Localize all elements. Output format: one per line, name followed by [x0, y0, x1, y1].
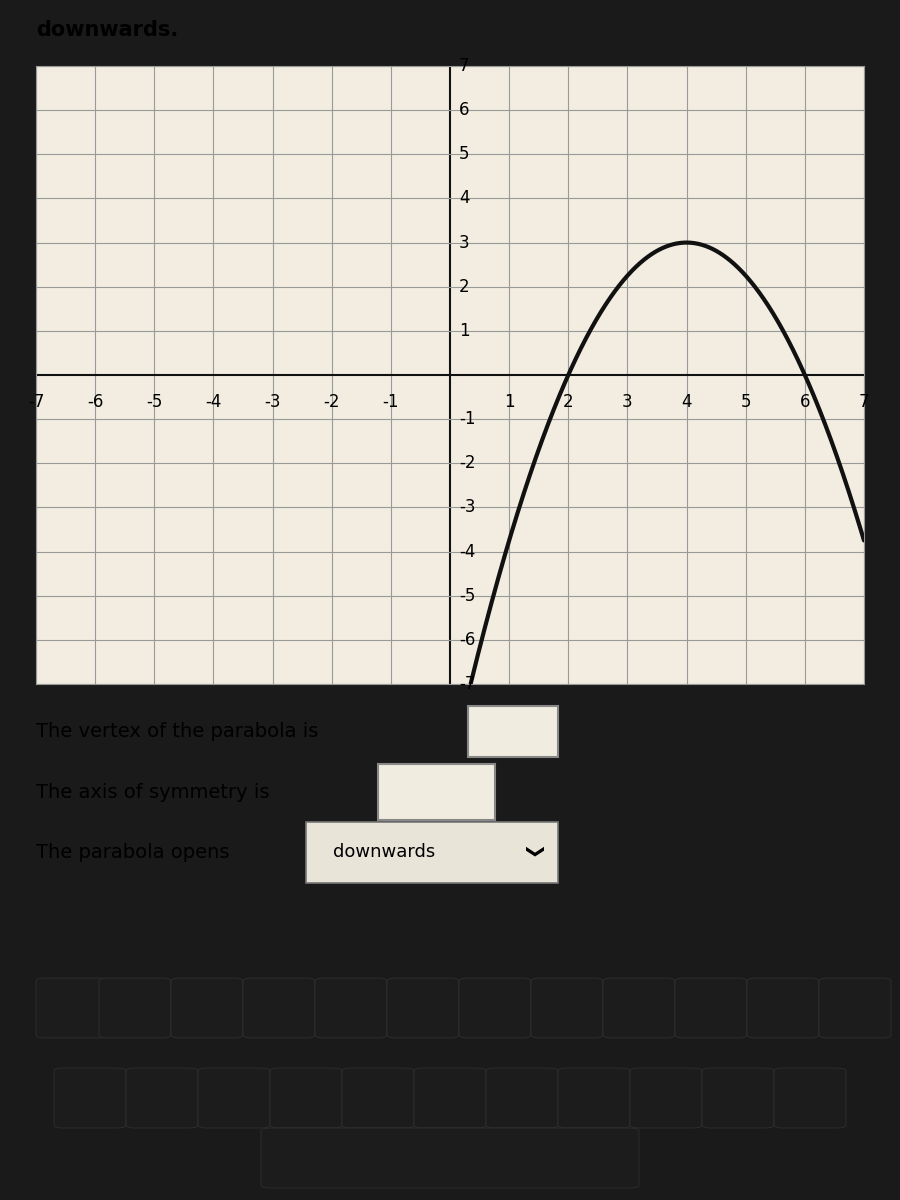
- Text: -3: -3: [265, 392, 281, 410]
- Text: 4: 4: [681, 392, 692, 410]
- Text: The axis of symmetry is: The axis of symmetry is: [36, 782, 269, 802]
- Text: The vertex of the parabola is: The vertex of the parabola is: [36, 722, 319, 742]
- Text: -5: -5: [459, 587, 475, 605]
- Text: 3: 3: [459, 234, 470, 252]
- Text: downwards: downwards: [333, 844, 436, 862]
- Text: -4: -4: [459, 542, 475, 560]
- Text: -1: -1: [459, 410, 475, 428]
- FancyBboxPatch shape: [306, 822, 558, 883]
- FancyBboxPatch shape: [387, 978, 459, 1038]
- FancyBboxPatch shape: [99, 978, 171, 1038]
- FancyBboxPatch shape: [630, 1068, 702, 1128]
- FancyBboxPatch shape: [819, 978, 891, 1038]
- Text: 1: 1: [504, 392, 515, 410]
- FancyBboxPatch shape: [54, 1068, 126, 1128]
- FancyBboxPatch shape: [198, 1068, 270, 1128]
- FancyBboxPatch shape: [468, 706, 558, 757]
- Text: 3: 3: [622, 392, 633, 410]
- Text: 4: 4: [459, 190, 470, 208]
- Text: downwards.: downwards.: [36, 19, 178, 40]
- FancyBboxPatch shape: [702, 1068, 774, 1128]
- Text: -4: -4: [205, 392, 221, 410]
- Text: -7: -7: [459, 674, 475, 692]
- Text: -3: -3: [459, 498, 475, 516]
- Text: 7: 7: [459, 56, 470, 74]
- FancyBboxPatch shape: [486, 1068, 558, 1128]
- FancyBboxPatch shape: [531, 978, 603, 1038]
- FancyBboxPatch shape: [315, 978, 387, 1038]
- Text: -6: -6: [459, 631, 475, 649]
- Text: 2: 2: [459, 277, 470, 295]
- Text: 7: 7: [859, 392, 869, 410]
- FancyBboxPatch shape: [243, 978, 315, 1038]
- Text: The parabola opens: The parabola opens: [36, 842, 230, 862]
- FancyBboxPatch shape: [558, 1068, 630, 1128]
- FancyBboxPatch shape: [342, 1068, 414, 1128]
- Text: 2: 2: [563, 392, 573, 410]
- Text: 1: 1: [459, 322, 470, 340]
- Text: 6: 6: [459, 101, 470, 119]
- FancyBboxPatch shape: [270, 1068, 342, 1128]
- FancyBboxPatch shape: [675, 978, 747, 1038]
- FancyBboxPatch shape: [126, 1068, 198, 1128]
- Text: -2: -2: [323, 392, 340, 410]
- FancyBboxPatch shape: [747, 978, 819, 1038]
- FancyBboxPatch shape: [603, 978, 675, 1038]
- FancyBboxPatch shape: [378, 764, 495, 820]
- Text: 5: 5: [459, 145, 470, 163]
- FancyBboxPatch shape: [36, 978, 108, 1038]
- FancyBboxPatch shape: [414, 1068, 486, 1128]
- FancyBboxPatch shape: [459, 978, 531, 1038]
- FancyBboxPatch shape: [171, 978, 243, 1038]
- FancyBboxPatch shape: [261, 1128, 639, 1188]
- Text: ❯: ❯: [522, 845, 540, 860]
- FancyBboxPatch shape: [774, 1068, 846, 1128]
- Text: -2: -2: [459, 455, 475, 473]
- Text: -1: -1: [382, 392, 399, 410]
- Text: 6: 6: [799, 392, 810, 410]
- Text: -6: -6: [87, 392, 104, 410]
- Text: -7: -7: [28, 392, 44, 410]
- Text: -5: -5: [146, 392, 163, 410]
- Text: 5: 5: [741, 392, 751, 410]
